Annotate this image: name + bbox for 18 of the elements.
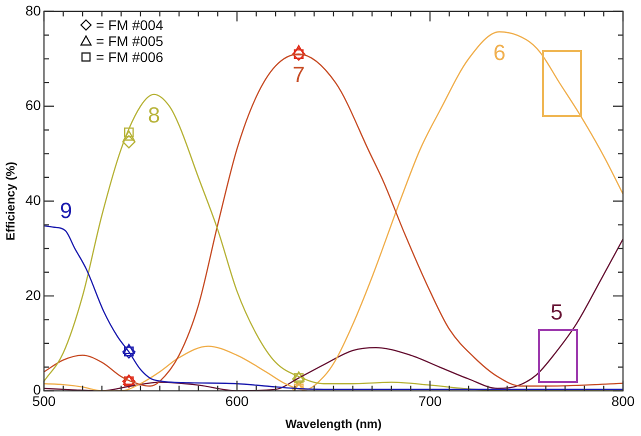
y-tick-label: 40 bbox=[25, 192, 42, 208]
y-tick-label: 20 bbox=[25, 286, 42, 303]
x-tick-label: 500 bbox=[32, 393, 56, 410]
x-tick-label: 700 bbox=[418, 393, 442, 410]
annotation: = FM #005 bbox=[96, 33, 164, 49]
series-label: 7 bbox=[292, 62, 305, 88]
x-axis-title: Wavelength (nm) bbox=[285, 417, 382, 432]
y-axis-title: Efficiency (%) bbox=[4, 162, 18, 240]
annotation: = FM #006 bbox=[96, 49, 164, 65]
y-tick-label: 60 bbox=[25, 97, 42, 114]
series-label: 6 bbox=[493, 40, 506, 65]
annotation: = FM #004 bbox=[96, 17, 164, 33]
x-tick-label: 600 bbox=[225, 393, 249, 410]
x-tick-label: 800 bbox=[611, 393, 635, 410]
series-label: 8 bbox=[148, 102, 160, 128]
series-label: 5 bbox=[550, 300, 563, 325]
y-tick-label: 80 bbox=[25, 2, 42, 18]
series-label: 9 bbox=[60, 198, 72, 223]
